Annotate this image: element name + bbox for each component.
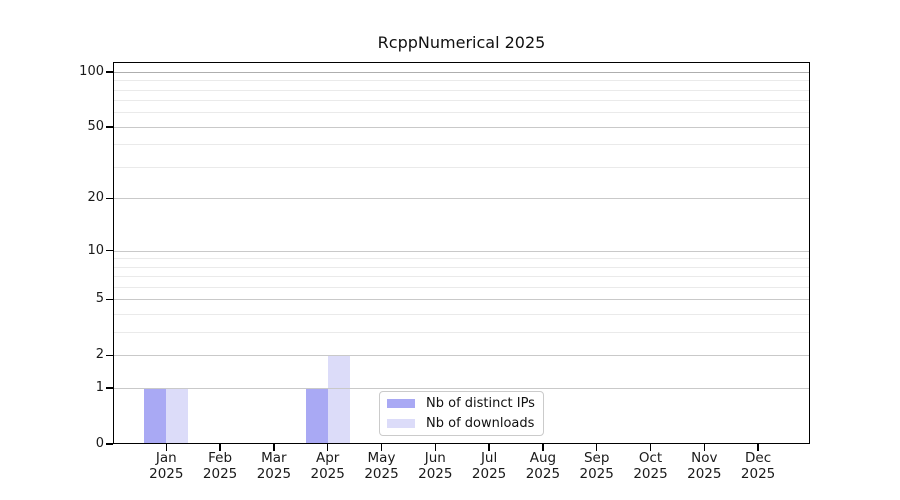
y-tick-mark bbox=[106, 387, 113, 389]
x-tick-mark bbox=[326, 444, 329, 451]
gridline-minor bbox=[113, 80, 810, 82]
x-tick-label: Apr 2025 bbox=[310, 450, 345, 482]
bar-nb-of-distinct-ips-jan bbox=[144, 388, 167, 444]
x-tick-label: Mar 2025 bbox=[256, 450, 292, 482]
legend-swatch-downloads bbox=[387, 419, 415, 428]
gridline-major bbox=[113, 198, 810, 200]
gridline-minor bbox=[113, 112, 810, 114]
x-tick-mark bbox=[380, 444, 383, 451]
bar-nb-of-distinct-ips-apr bbox=[305, 388, 328, 444]
y-tick-mark bbox=[106, 298, 113, 301]
y-tick-mark bbox=[106, 443, 113, 445]
gridline-minor bbox=[113, 287, 810, 289]
x-tick-label: Aug 2025 bbox=[525, 450, 561, 482]
x-tick-mark bbox=[273, 444, 275, 451]
x-tick-mark bbox=[434, 444, 437, 451]
gridline-minor bbox=[113, 144, 810, 146]
y-tick-mark bbox=[106, 354, 113, 357]
plot-area: Nb of distinct IPs Nb of downloads bbox=[113, 62, 810, 444]
y-tick-mark bbox=[106, 71, 113, 73]
legend-label-distinct-ips: Nb of distinct IPs bbox=[426, 396, 535, 411]
x-tick-label: Sep 2025 bbox=[579, 450, 614, 482]
x-tick-label: Jul 2025 bbox=[471, 450, 507, 482]
y-tick-label: 0 bbox=[95, 436, 104, 451]
x-tick-mark bbox=[703, 444, 706, 451]
x-tick-label: Jun 2025 bbox=[418, 450, 453, 482]
gridline-minor bbox=[113, 314, 810, 316]
chart-title: RcppNumerical 2025 bbox=[377, 33, 546, 52]
x-tick-mark bbox=[488, 444, 490, 451]
gridline-major bbox=[113, 299, 810, 301]
gridline-minor bbox=[113, 100, 810, 102]
gridline-minor bbox=[113, 276, 810, 278]
gridline-major bbox=[113, 250, 810, 252]
gridline-minor bbox=[113, 332, 810, 334]
x-tick-mark bbox=[649, 444, 652, 451]
x-tick-label: Oct 2025 bbox=[633, 450, 668, 482]
y-tick-mark bbox=[106, 197, 113, 200]
bar-nb-of-downloads-jan bbox=[166, 388, 189, 444]
gridline-major bbox=[113, 126, 810, 128]
x-tick-label: May 2025 bbox=[364, 450, 399, 482]
gridline-minor bbox=[113, 89, 810, 91]
y-tick-label: 50 bbox=[87, 118, 104, 134]
gridline-minor bbox=[113, 258, 810, 260]
legend-swatch-distinct-ips bbox=[387, 399, 415, 408]
x-tick-label: Nov 2025 bbox=[687, 450, 722, 482]
gridline-major bbox=[113, 355, 810, 357]
x-tick-mark bbox=[165, 444, 168, 451]
x-tick-mark bbox=[542, 444, 544, 451]
x-tick-label: Dec 2025 bbox=[740, 450, 776, 482]
bar-nb-of-downloads-apr bbox=[327, 355, 350, 444]
y-tick-mark bbox=[106, 126, 113, 128]
y-tick-label: 20 bbox=[87, 190, 104, 206]
plot-frame bbox=[113, 62, 810, 444]
y-tick-label: 10 bbox=[87, 242, 104, 258]
legend: Nb of distinct IPs Nb of downloads bbox=[379, 391, 544, 436]
legend-row-downloads: Nb of downloads bbox=[380, 416, 543, 431]
y-tick-label: 5 bbox=[95, 291, 104, 307]
y-tick-label: 1 bbox=[95, 380, 104, 396]
y-tick-label: 100 bbox=[79, 63, 104, 79]
gridline-major bbox=[113, 388, 810, 390]
gridline-minor bbox=[113, 266, 810, 268]
gridline-major bbox=[113, 71, 810, 73]
y-tick-mark bbox=[106, 249, 113, 252]
y-tick-label: 2 bbox=[95, 347, 104, 363]
x-tick-mark bbox=[595, 444, 598, 451]
legend-label-downloads: Nb of downloads bbox=[426, 416, 535, 431]
x-tick-mark bbox=[219, 444, 221, 451]
x-tick-mark bbox=[757, 444, 759, 451]
x-tick-label: Feb 2025 bbox=[202, 450, 238, 482]
x-tick-label: Jan 2025 bbox=[149, 450, 184, 482]
gridline-minor bbox=[113, 167, 810, 169]
legend-row-distinct-ips: Nb of distinct IPs bbox=[380, 396, 543, 411]
